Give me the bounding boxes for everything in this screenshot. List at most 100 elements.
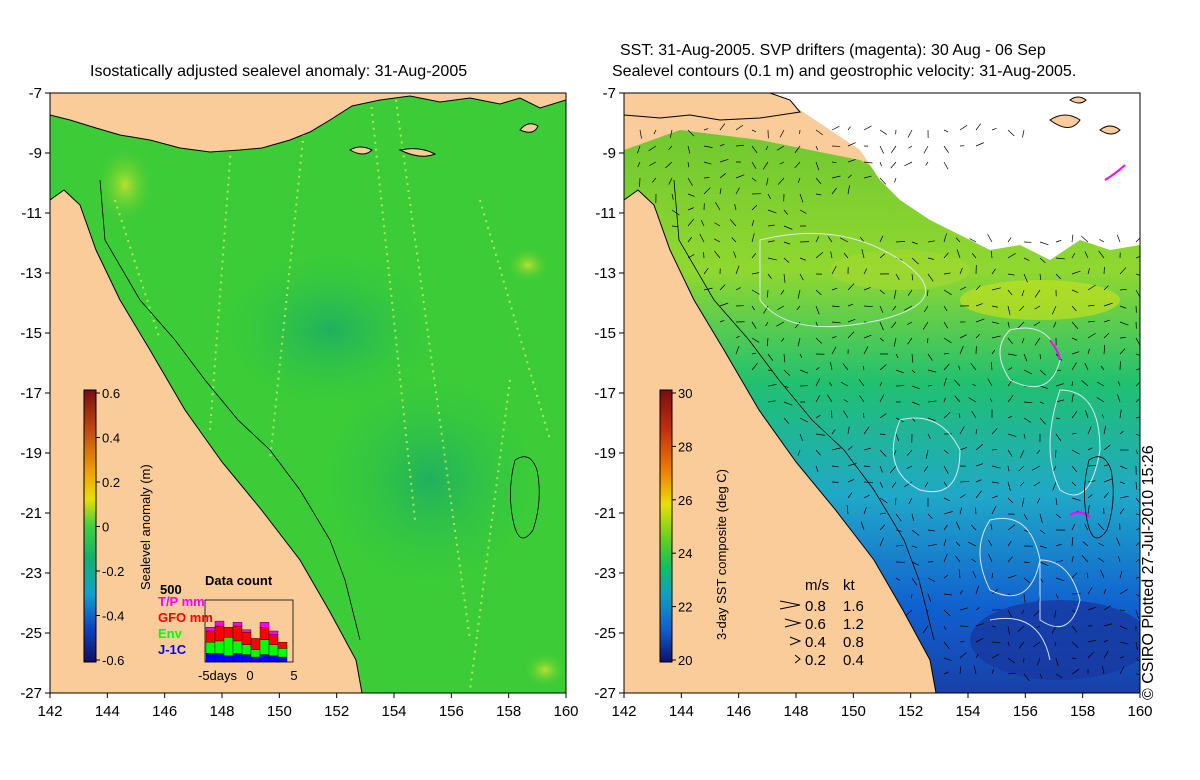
- data-count-bar-segment: [277, 641, 288, 649]
- copyright-plotted-stamp: © CSIRO Plotted 27-Jul-2010 15:26: [1140, 445, 1157, 700]
- left-low-anomaly-area: [220, 250, 440, 410]
- y-tick-label: -17: [20, 385, 42, 402]
- y-tick-label: -19: [20, 445, 42, 462]
- left-high-anomaly-blob-south: [523, 652, 566, 688]
- left-x-axis: 142 144 146 148 150 152 154 156 158 160: [37, 693, 579, 720]
- left-colorbar: [83, 389, 97, 663]
- right-map-title-line2: Sealevel contours (0.1 m) and geostrophi…: [612, 63, 1077, 80]
- x-tick-label: 146: [152, 703, 177, 720]
- data-count-bar-segment: [259, 622, 270, 628]
- x-tick-label: 158: [1070, 703, 1095, 720]
- x-tick-label: 148: [209, 703, 234, 720]
- right-cold-area: [970, 600, 1140, 680]
- y-tick-label: -11: [595, 205, 616, 222]
- data-count-x-label: -5days: [198, 668, 238, 683]
- y-tick-label: -23: [594, 565, 616, 582]
- colorbar-tick-label: 20: [678, 653, 692, 668]
- right-drifter-track: [1049, 339, 1061, 361]
- data-count-bar-segment: [241, 654, 252, 663]
- right-y-axis: -7 -9 -11 -13 -15 -17 -19 -21 -23 -25 -27: [594, 85, 624, 702]
- x-tick-label: 148: [783, 703, 808, 720]
- data-count-bar-segment: [268, 634, 279, 645]
- data-count-bar-segment: [214, 653, 225, 663]
- colorbar-tick-label: 26: [678, 493, 692, 508]
- y-tick-label: -17: [594, 385, 616, 402]
- y-tick-label: -15: [20, 325, 42, 342]
- data-count-bar-segment: [232, 653, 243, 663]
- y-tick-label: -13: [20, 265, 42, 282]
- data-count-bar-segment: [214, 625, 225, 642]
- right-x-axis: 142 144 146 148 150 152 154 156 158 160: [611, 693, 1153, 720]
- data-count-bar-segment: [214, 620, 225, 627]
- x-tick-label: 144: [669, 703, 694, 720]
- data-count-bar-segment: [214, 640, 225, 654]
- left-new-guinea-land: [50, 93, 566, 153]
- right-drifter-track-3: [1104, 164, 1126, 181]
- data-count-bar-segment: [268, 644, 279, 657]
- right-cloud-missing-area: [770, 93, 1140, 260]
- right-sealevel-contours: [759, 232, 1101, 661]
- x-tick-label: 160: [1127, 703, 1152, 720]
- x-tick-label: 154: [955, 703, 980, 720]
- data-count-bar-segment: [259, 654, 270, 663]
- velocity-legend-kt-value: 0.4: [843, 652, 864, 669]
- left-colorbar-ticks: 0.6 0.4 0.2 0 -0.2 -0.4 -0.6: [96, 386, 124, 668]
- data-count-legend-item: T/P mm: [158, 594, 205, 609]
- x-tick-label: 142: [611, 703, 636, 720]
- colorbar-tick-label: 28: [678, 439, 692, 454]
- left-islands: [349, 123, 539, 157]
- data-count-legend-item: GFO mm: [158, 610, 213, 625]
- x-tick-label: 156: [439, 703, 464, 720]
- data-count-bar-segment: [268, 630, 279, 635]
- right-warm-band-west: [830, 250, 970, 290]
- data-count-bar-segment: [241, 644, 252, 655]
- colorbar-tick-label: 0.4: [102, 431, 120, 446]
- y-tick-label: -27: [20, 685, 42, 702]
- data-count-bar-segment: [223, 655, 234, 663]
- left-map: [50, 93, 566, 693]
- data-count-x-label: 5: [290, 668, 297, 683]
- velocity-legend-ms-header: m/s: [805, 577, 829, 594]
- data-count-legend-item: J-1C: [158, 642, 187, 657]
- right-colorbar-ticks: 30 28 26 24 22 20: [672, 386, 692, 668]
- right-shelf-contour: [673, 179, 935, 641]
- x-tick-label: 142: [37, 703, 62, 720]
- y-tick-label: -15: [594, 325, 616, 342]
- data-count-bar-segment: [250, 649, 261, 658]
- right-colorbar-label: 3-day SST composite (deg C): [714, 469, 729, 640]
- y-tick-label: -21: [594, 505, 616, 522]
- y-tick-label: -23: [20, 565, 42, 582]
- left-high-anomaly-blob-east: [506, 247, 550, 283]
- velocity-legend-ms-value: 0.6: [805, 616, 826, 633]
- data-count-bar-segment: [205, 653, 216, 663]
- colorbar-tick-label: -0.2: [102, 564, 124, 579]
- data-count-bar-segment: [223, 627, 234, 638]
- right-colorbar: [659, 389, 673, 663]
- y-tick-label: -9: [29, 145, 42, 162]
- x-tick-label: 144: [95, 703, 120, 720]
- data-count-bar-segment: [259, 639, 270, 655]
- y-tick-label: -19: [594, 445, 616, 462]
- velocity-legend-arrow: [779, 600, 801, 610]
- x-tick-label: 158: [496, 703, 521, 720]
- left-australia-coast: [50, 189, 363, 693]
- data-count-bar-segment: [241, 629, 252, 633]
- right-islands: [1049, 96, 1121, 135]
- right-map: [624, 93, 1140, 693]
- colorbar-tick-label: 24: [678, 546, 692, 561]
- velocity-legend-arrow: [789, 636, 802, 646]
- y-tick-label: -7: [29, 85, 42, 102]
- data-count-bar-segment: [205, 627, 216, 632]
- x-tick-label: 154: [381, 703, 406, 720]
- data-count-bar-segment: [205, 630, 216, 643]
- right-australia-land: [624, 189, 937, 693]
- data-count-bars: [205, 620, 288, 663]
- data-count-legend-item: Env: [158, 626, 183, 641]
- data-count-x-labels: -5days 0 5: [198, 668, 298, 683]
- y-tick-label: -13: [594, 265, 616, 282]
- y-tick-label: -7: [603, 85, 616, 102]
- data-count-bar-segment: [268, 655, 279, 663]
- data-count-bar-segment: [205, 641, 216, 654]
